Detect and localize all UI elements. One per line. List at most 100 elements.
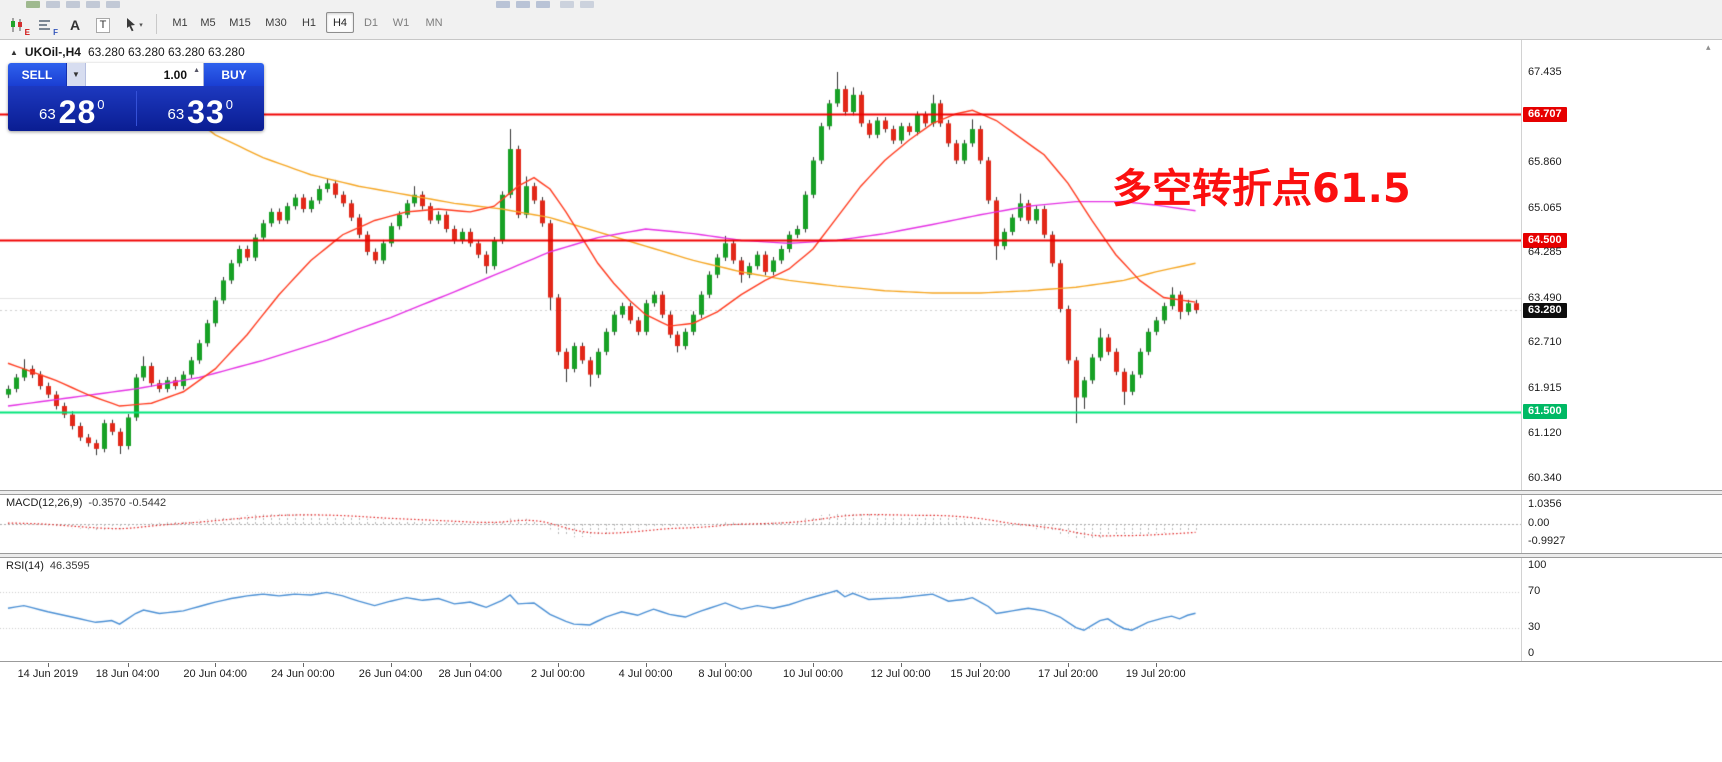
chevron-down-icon: ▾ bbox=[139, 22, 143, 29]
macd-axis-label: 1.0356 bbox=[1528, 497, 1562, 510]
partial-toolbar-icon bbox=[496, 1, 510, 8]
collapse-triangle-icon[interactable]: ▲ bbox=[10, 47, 18, 57]
partial-toolbar-icon bbox=[560, 1, 574, 8]
bar-list-icon bbox=[38, 20, 50, 30]
volume-field: ▲ bbox=[86, 63, 203, 86]
timeframe-m1[interactable]: M1 bbox=[172, 16, 188, 29]
volume-input[interactable] bbox=[86, 67, 203, 82]
partial-toolbar-icon bbox=[580, 1, 594, 8]
time-axis-tick bbox=[645, 663, 647, 667]
candlestick-chart-icon bbox=[11, 18, 22, 32]
chart-title: ▲ UKOil-,H4 63.280 63.280 63.280 63.280 bbox=[10, 45, 245, 59]
time-axis-label: 15 Jul 20:00 bbox=[950, 668, 1011, 680]
price-axis-label: 67.435 bbox=[1528, 66, 1562, 79]
buy-price-display[interactable]: 63 33 0 bbox=[137, 86, 265, 131]
symbol-timeframe-label: UKOil-,H4 bbox=[24, 45, 81, 59]
label-tool[interactable]: T bbox=[90, 13, 116, 37]
time-axis-label: 8 Jul 00:00 bbox=[698, 668, 753, 680]
time-axis-tick bbox=[900, 663, 902, 667]
rsi-axis-label: 70 bbox=[1528, 585, 1541, 598]
sell-button[interactable]: SELL bbox=[8, 63, 67, 86]
timeframe-h4[interactable]: H4 bbox=[326, 12, 354, 33]
timeframe-w1[interactable]: W1 bbox=[392, 16, 410, 29]
rsi-canvas[interactable] bbox=[0, 558, 1521, 661]
price-axis-badge: 63.280 bbox=[1523, 302, 1567, 318]
price-axis-label: 65.065 bbox=[1528, 201, 1562, 214]
time-axis-tick bbox=[127, 663, 129, 667]
time-axis-tick bbox=[812, 663, 814, 667]
partial-toolbar-icon bbox=[536, 1, 550, 8]
macd-axis-label: -0.9927 bbox=[1528, 535, 1566, 548]
sell-price-pips: 28 bbox=[58, 94, 97, 130]
time-axis-tick bbox=[557, 663, 559, 667]
rsi-axis-label: 30 bbox=[1528, 620, 1541, 633]
time-axis-label: 17 Jul 20:00 bbox=[1038, 668, 1098, 680]
timeframe-h1[interactable]: H1 bbox=[301, 16, 317, 29]
time-axis-label: 28 Jun 04:00 bbox=[438, 668, 503, 680]
buy-price-integer: 63 bbox=[167, 106, 185, 123]
buy-price-pips: 33 bbox=[187, 94, 225, 130]
label-tool-icon: T bbox=[95, 17, 111, 33]
time-axis-label: 12 Jul 00:00 bbox=[870, 668, 931, 680]
timeframe-mn[interactable]: MN bbox=[425, 16, 443, 29]
cursor-style-tool[interactable]: ▾ bbox=[118, 13, 148, 37]
text-tool[interactable]: A bbox=[62, 13, 88, 37]
timeframe-m15[interactable]: M15 bbox=[229, 16, 251, 29]
volume-increase-icon[interactable]: ▲ bbox=[193, 67, 200, 74]
buy-button[interactable]: BUY bbox=[203, 63, 264, 86]
time-axis-tick bbox=[1068, 663, 1069, 667]
cursor-icon bbox=[127, 18, 136, 32]
buy-price-point: 0 bbox=[225, 97, 233, 112]
partial-toolbar-icon bbox=[46, 1, 60, 8]
time-axis-label: 14 Jun 2019 bbox=[17, 668, 79, 680]
chart-text-annotation[interactable]: 多空转折点61.5 bbox=[1112, 166, 1411, 212]
sell-price-integer: 63 bbox=[38, 106, 56, 123]
scroll-up-icon[interactable]: ▴ bbox=[1706, 42, 1711, 52]
toolbar-separator bbox=[156, 14, 157, 34]
time-axis-tick bbox=[390, 663, 392, 667]
sell-price-display[interactable]: 63 28 0 bbox=[8, 86, 136, 131]
timeframe-m30[interactable]: M30 bbox=[265, 16, 287, 29]
price-axis-label: 61.120 bbox=[1528, 426, 1562, 439]
time-axis-label: 19 Jul 20:00 bbox=[1125, 668, 1186, 680]
toolbar: E F A T ▾ M1 M5 M15 M30 H1 H4 D1 W1 MN bbox=[0, 0, 1722, 40]
price-axis-label: 61.915 bbox=[1528, 381, 1562, 394]
chevron-down-icon: ▼ bbox=[72, 70, 80, 79]
tool-sub-label: E bbox=[24, 28, 30, 37]
partial-toolbar-icon bbox=[516, 1, 530, 8]
one-click-trading-panel: SELL ▼ ▲ BUY 63 28 0 63 33 0 bbox=[8, 63, 264, 131]
time-axis-label: 26 Jun 04:00 bbox=[358, 668, 423, 680]
rsi-axis-label: 100 bbox=[1528, 559, 1547, 571]
sell-price-point: 0 bbox=[97, 97, 105, 112]
time-axis-label: 4 Jul 00:00 bbox=[618, 668, 673, 680]
indicator-list-tool[interactable]: F bbox=[32, 13, 58, 37]
partial-toolbar-icon bbox=[86, 1, 100, 8]
price-axis-label: 64.285 bbox=[1528, 246, 1562, 259]
time-axis-tick bbox=[215, 663, 217, 667]
time-axis-tick bbox=[1155, 663, 1157, 667]
rsi-value: 46.3595 bbox=[49, 560, 90, 572]
timeframe-m5[interactable]: M5 bbox=[200, 16, 216, 29]
time-axis-label: 2 Jul 00:00 bbox=[531, 668, 585, 680]
price-axis-label: 62.710 bbox=[1528, 336, 1562, 349]
price-axis-label: 63.490 bbox=[1528, 291, 1562, 304]
time-axis-tick bbox=[302, 663, 304, 667]
ohlc-values: 63.280 63.280 63.280 63.280 bbox=[87, 45, 245, 59]
time-axis-label: 20 Jun 04:00 bbox=[183, 668, 248, 680]
time-axis-tick bbox=[47, 663, 49, 667]
partial-toolbar-icon bbox=[106, 1, 120, 8]
time-axis-tick bbox=[470, 663, 472, 667]
macd-label: MACD(12,26,9) -0.3570 -0.5442 bbox=[6, 497, 167, 509]
partial-toolbar-icon bbox=[66, 1, 80, 8]
chart-type-tool[interactable]: E bbox=[4, 13, 30, 37]
price-axis-badge: 64.500 bbox=[1523, 232, 1567, 248]
macd-panel-resize-handle[interactable] bbox=[0, 490, 1722, 495]
timeframe-d1[interactable]: D1 bbox=[363, 16, 379, 29]
volume-dropdown-button[interactable]: ▼ bbox=[67, 63, 86, 86]
macd-canvas[interactable] bbox=[0, 495, 1521, 553]
partial-toolbar-icon bbox=[26, 1, 40, 8]
time-axis-tick bbox=[980, 663, 982, 667]
time-axis-label: 18 Jun 04:00 bbox=[95, 668, 160, 680]
rsi-panel-resize-handle[interactable] bbox=[0, 553, 1722, 558]
